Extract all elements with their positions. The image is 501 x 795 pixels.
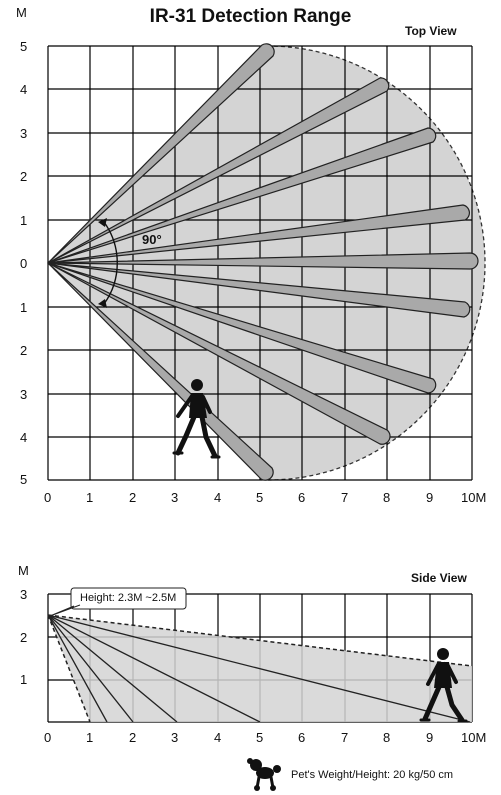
- angle-arrow-top: [98, 218, 107, 227]
- beam-9: [47, 262, 274, 481]
- side-x-tick: 8: [383, 730, 391, 745]
- beam-5: [47, 252, 479, 270]
- side-x-tick: 4: [214, 730, 222, 745]
- top-x-tick: 8: [383, 490, 391, 505]
- beam-2: [47, 77, 390, 264]
- pet-caption: Pet's Weight/Height: 20 kg/50 cm: [291, 769, 454, 781]
- angle-arrow-bottom: [98, 299, 107, 308]
- side-x-tick: 9: [426, 730, 434, 745]
- top-view-panel: [47, 43, 486, 481]
- walking-person-icon: [419, 648, 468, 723]
- side-x-tick: 7: [341, 730, 349, 745]
- side-x-tick: 2: [129, 730, 137, 745]
- top-x-tick: 10M: [461, 490, 487, 505]
- top-x-tick: 6: [298, 490, 306, 505]
- height-callout-text: Height: 2.3M ~2.5M: [80, 592, 177, 604]
- top-x-tick: 0: [44, 490, 52, 505]
- diagram-title: IR-31 Detection Range: [149, 6, 352, 27]
- side-view-beams: [47, 614, 471, 723]
- side-x-tick: 3: [171, 730, 179, 745]
- beam-8: [47, 262, 391, 445]
- side-x-tick: 5: [256, 730, 264, 745]
- top-x-tick: 1: [86, 490, 94, 505]
- top-x-tick: 4: [214, 490, 222, 505]
- top-y-tick: 0: [20, 256, 28, 271]
- angle-label: 90°: [142, 232, 162, 247]
- top-y-tick: 3: [20, 387, 28, 402]
- top-y-tick: 5: [20, 472, 28, 487]
- poodle-icon: [247, 758, 281, 791]
- top-y-tick: 1: [20, 213, 28, 228]
- side-x-tick: 6: [298, 730, 306, 745]
- top-y-tick: 4: [20, 82, 28, 97]
- top-y-tick: 5: [20, 39, 28, 54]
- top-y-tick: 1: [20, 300, 28, 315]
- top-view-label: Top View: [405, 24, 457, 38]
- side-x-tick: 10M: [461, 730, 487, 745]
- beam-1: [47, 43, 275, 264]
- side-x-tick: 1: [86, 730, 94, 745]
- top-y-tick: 2: [20, 343, 28, 358]
- beam-4: [47, 204, 471, 264]
- top-x-tick: 3: [171, 490, 179, 505]
- top-y-tick: 4: [20, 430, 28, 445]
- top-x-tick: 2: [129, 490, 137, 505]
- side-y-tick: 1: [20, 672, 28, 687]
- beam-6: [47, 262, 471, 318]
- top-view-y-unit: M: [16, 5, 27, 20]
- height-callout-box: [70, 587, 187, 610]
- beam-3: [47, 127, 437, 264]
- side-x-tick: 0: [44, 730, 52, 745]
- top-x-tick: 9: [426, 490, 434, 505]
- beam-7: [47, 262, 437, 394]
- side-view-label: Side View: [411, 571, 467, 585]
- top-y-tick: 3: [20, 126, 28, 141]
- top-view-beams: [47, 43, 479, 481]
- side-y-tick: 3: [20, 587, 28, 602]
- angle-arc: [103, 221, 118, 305]
- side-view-y-unit: M: [18, 563, 29, 578]
- side-view-panel: [47, 587, 473, 723]
- top-y-tick: 2: [20, 169, 28, 184]
- top-x-tick: 7: [341, 490, 349, 505]
- walking-person-icon: [172, 379, 221, 459]
- top-x-tick: 5: [256, 490, 264, 505]
- side-y-tick: 2: [20, 630, 28, 645]
